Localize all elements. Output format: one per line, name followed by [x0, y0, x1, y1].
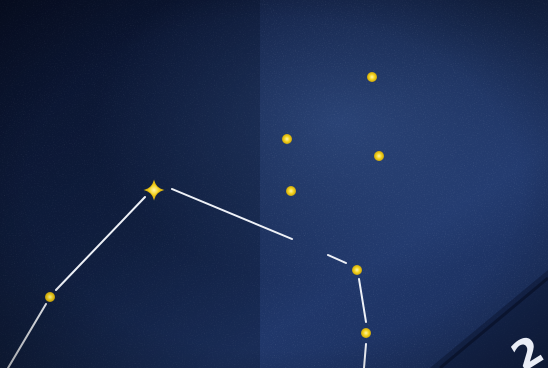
vignette [0, 0, 548, 368]
photo-frame: 2 [0, 0, 548, 368]
star-chart-photo [0, 0, 548, 368]
